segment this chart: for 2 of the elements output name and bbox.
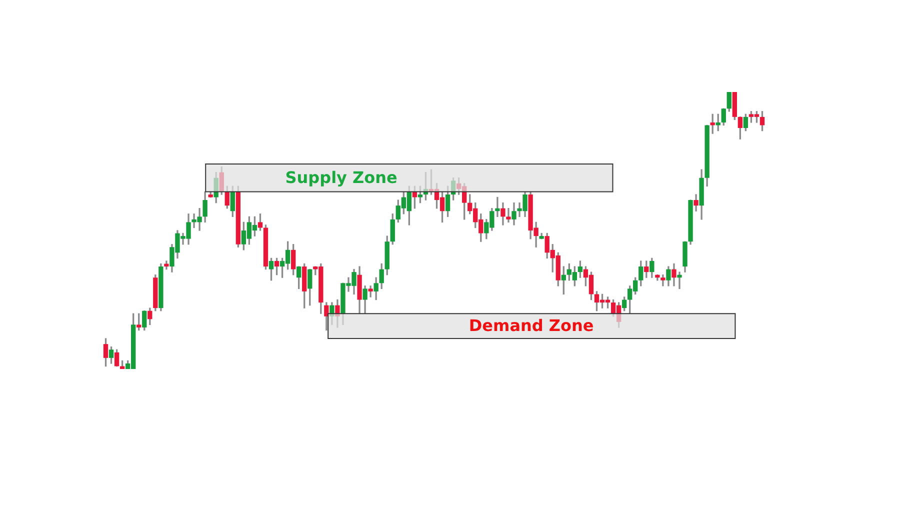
band-label: Demand Zone <box>468 316 594 336</box>
band-label: Supply Zone <box>285 168 398 188</box>
